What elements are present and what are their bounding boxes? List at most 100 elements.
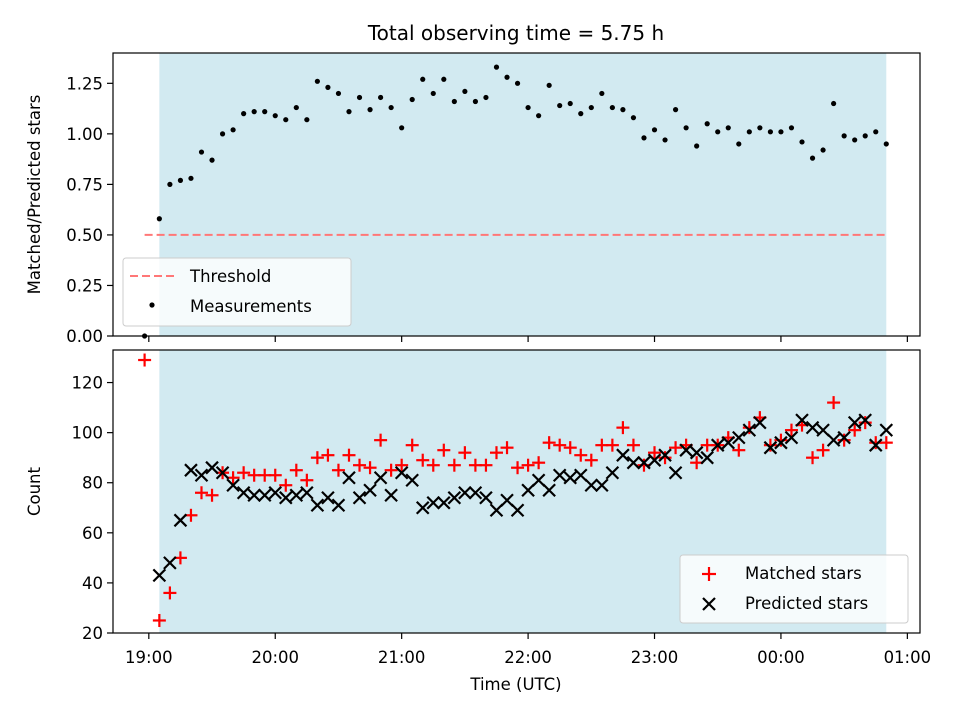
predicted-star-stroke (289, 488, 304, 503)
measurement-point (746, 129, 752, 135)
measurement-point (736, 141, 742, 147)
measurement-point (346, 109, 352, 115)
matched-star-point (310, 451, 324, 465)
measurement-point (262, 109, 268, 115)
predicted-star-point (458, 485, 472, 500)
predicted-star-point (226, 478, 240, 493)
measurement-point (809, 155, 816, 161)
measurement-point (662, 137, 668, 143)
predicted-star-point (236, 485, 251, 500)
measurement-point (514, 80, 521, 86)
bottom-x-ticks: 19:00 20:00 21:00 22:00 23:00 00:00 01:00 (125, 633, 931, 667)
predicted-star-point (426, 495, 441, 510)
matched-star-point (511, 461, 525, 475)
predicted-star-stroke (700, 450, 714, 465)
predicted-star-stroke (415, 501, 430, 515)
predicted-star-point (194, 468, 209, 482)
predicted-star-stroke (521, 483, 535, 498)
predicted-star-point (847, 415, 862, 430)
predicted-star-stroke (795, 413, 809, 427)
predicted-star-stroke (279, 490, 293, 505)
legend-predicted-label: Predicted stars (745, 594, 868, 613)
predicted-star-point (394, 465, 409, 480)
predicted-star-point (437, 495, 451, 510)
predicted-star-point (784, 430, 799, 445)
predicted-star-point (710, 438, 725, 452)
matched-star-point (321, 448, 335, 462)
predicted-star-point (215, 465, 230, 480)
matched-star-point (152, 613, 166, 627)
measurement-point (788, 125, 795, 131)
predicted-star-stroke (405, 473, 419, 488)
measurement-point (704, 121, 710, 127)
predicted-star-stroke (584, 478, 599, 493)
predicted-star-stroke (310, 498, 325, 513)
predicted-star-stroke (437, 495, 451, 510)
matched-star-point (563, 441, 577, 455)
x-tick-label: 01:00 (884, 648, 932, 667)
measurement-point (272, 113, 278, 119)
predicted-star-stroke (826, 433, 841, 447)
predicted-star-stroke (479, 490, 493, 505)
predicted-star-stroke (647, 453, 662, 467)
measurement-point (230, 127, 236, 133)
predicted-star-stroke (447, 490, 462, 505)
predicted-star-point (658, 448, 672, 462)
measurement-point (820, 147, 826, 153)
y-tick-label: 120 (72, 374, 104, 393)
measurement-point (715, 129, 721, 135)
measurement-point (757, 125, 763, 131)
bottom-axes-frame (112, 349, 921, 634)
measurement-point (873, 129, 879, 135)
predicted-star-stroke (215, 465, 230, 480)
measurement-point (725, 125, 731, 131)
legend-threshold-label: Threshold (189, 267, 271, 286)
predicted-star-stroke (668, 465, 683, 480)
predicted-star-point (626, 455, 641, 470)
matched-star-point (605, 438, 619, 452)
measurement-point (862, 133, 868, 139)
predicted-star-stroke (257, 488, 272, 503)
matched-star-point (363, 461, 377, 475)
measurement-point (167, 181, 173, 187)
predicted-star-stroke (742, 423, 757, 437)
predicted-star-point (352, 490, 367, 505)
measurement-point (409, 96, 415, 103)
measurement-point (536, 113, 542, 119)
predicted-star-stroke (605, 465, 620, 480)
measurement-point (451, 98, 457, 105)
measurement-point (683, 125, 689, 131)
x-tick-label: 21:00 (378, 648, 426, 667)
measurement-point (630, 115, 637, 121)
y-tick-label: 0.25 (66, 276, 103, 295)
bottom-legend-box (679, 554, 909, 624)
predicted-star-stroke (784, 430, 799, 445)
predicted-star-point (837, 430, 851, 445)
predicted-star-point (542, 483, 556, 498)
matched-star-point (447, 458, 461, 472)
predicted-star-point (373, 470, 388, 485)
predicted-star-stroke (268, 485, 283, 500)
ratio-panel: 0.00 0.25 0.50 0.75 1.00 1.25 Matched/Predict… (25, 52, 921, 346)
matched-star-point (521, 458, 535, 472)
measurement-point (377, 94, 384, 101)
predicted-star-point (858, 413, 872, 427)
measurement-point (651, 127, 658, 133)
predicted-star-point (510, 503, 525, 518)
matched-star-point (827, 396, 841, 410)
predicted-star-point (489, 503, 504, 518)
y-tick-label: 1.00 (66, 125, 103, 144)
predicted-star-stroke (373, 470, 388, 485)
y-tick-label: 1.25 (66, 74, 103, 93)
top-marks (142, 64, 889, 339)
predicted-star-point (763, 440, 778, 455)
measurement-point (356, 94, 363, 101)
predicted-star-point (205, 460, 219, 475)
matched-star-point (405, 438, 419, 452)
measurement-point (672, 107, 679, 113)
measurement-point (588, 104, 594, 111)
x-tick-label: 19:00 (125, 648, 173, 667)
predicted-star-point (310, 498, 325, 513)
predicted-star-stroke (205, 460, 219, 475)
